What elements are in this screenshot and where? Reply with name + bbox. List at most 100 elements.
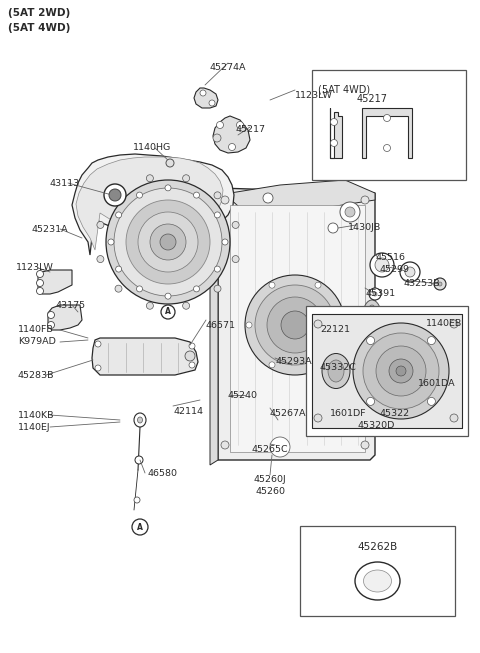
Circle shape [189,343,195,349]
Circle shape [115,192,122,199]
Text: 43175: 43175 [55,300,85,310]
Text: 1123LW: 1123LW [16,264,54,272]
Text: 43253B: 43253B [404,279,441,289]
Polygon shape [210,193,218,465]
Circle shape [200,90,206,96]
Circle shape [367,336,374,345]
Polygon shape [72,154,234,255]
Circle shape [361,196,369,204]
Circle shape [270,437,290,457]
Polygon shape [194,88,218,108]
Circle shape [370,253,394,277]
Circle shape [237,121,243,129]
Polygon shape [230,205,365,452]
Circle shape [150,224,186,260]
Polygon shape [92,338,198,375]
Text: 45265C: 45265C [252,445,288,453]
Text: 42114: 42114 [173,407,203,415]
Text: 1140EB: 1140EB [426,319,462,328]
Circle shape [109,189,121,201]
Text: 45260J: 45260J [253,475,287,485]
Circle shape [182,175,190,182]
Circle shape [384,144,391,151]
Ellipse shape [137,417,143,423]
Text: 45262B: 45262B [358,542,397,552]
Circle shape [214,192,221,199]
Text: 45516: 45516 [375,253,405,263]
Text: (5AT 4WD): (5AT 4WD) [8,23,71,33]
Polygon shape [330,108,342,158]
Circle shape [106,180,230,304]
Text: (5AT 4WD): (5AT 4WD) [318,84,370,94]
Circle shape [400,262,420,282]
Circle shape [160,234,176,250]
Circle shape [215,266,220,272]
Circle shape [146,302,154,310]
Circle shape [331,118,337,125]
Circle shape [367,398,374,406]
Circle shape [36,270,44,278]
Circle shape [373,292,377,296]
Text: 45283B: 45283B [18,370,55,379]
Circle shape [97,221,104,229]
Circle shape [281,311,309,339]
Circle shape [314,320,322,328]
Circle shape [315,282,321,288]
Circle shape [255,285,335,365]
Text: (5AT 2WD): (5AT 2WD) [8,8,70,18]
Text: 1140KB: 1140KB [18,411,55,419]
Circle shape [182,302,190,310]
Circle shape [328,223,338,233]
Circle shape [104,184,126,206]
Circle shape [97,255,104,263]
Text: 45293A: 45293A [275,357,312,366]
Circle shape [213,134,221,142]
Bar [312,70,466,180]
Circle shape [136,286,143,292]
Circle shape [384,114,391,121]
Circle shape [136,192,143,198]
Circle shape [132,519,148,535]
Text: 1140HG: 1140HG [133,142,171,151]
Circle shape [48,321,55,328]
Text: 45332C: 45332C [320,364,357,372]
Circle shape [108,239,114,245]
Text: 22121: 22121 [320,325,350,334]
Circle shape [135,456,143,464]
Text: 45217: 45217 [235,125,265,135]
Circle shape [427,398,435,406]
Ellipse shape [328,360,344,382]
Circle shape [165,185,171,191]
Text: 43113: 43113 [50,178,80,187]
Circle shape [331,140,337,146]
Circle shape [115,285,122,292]
Circle shape [389,359,413,383]
Circle shape [315,362,321,368]
Circle shape [450,320,458,328]
Circle shape [269,362,275,368]
Circle shape [375,258,389,272]
Circle shape [222,239,228,245]
Text: 45231A: 45231A [32,225,69,234]
Circle shape [165,293,171,299]
Text: 45320D: 45320D [358,421,396,430]
Circle shape [95,365,101,371]
Circle shape [36,287,44,295]
Circle shape [48,311,55,319]
Circle shape [166,159,174,167]
Text: 1430JB: 1430JB [348,223,381,232]
Circle shape [363,333,439,409]
Text: 1123LW: 1123LW [295,91,333,99]
Polygon shape [362,108,412,158]
Text: 45391: 45391 [365,289,395,298]
Circle shape [209,100,215,106]
Polygon shape [38,270,72,294]
Text: 1140EJ: 1140EJ [18,422,50,432]
Circle shape [450,414,458,422]
Circle shape [36,279,44,287]
Ellipse shape [363,300,381,330]
Text: A: A [165,308,171,317]
Circle shape [221,196,229,204]
Polygon shape [48,305,82,330]
Circle shape [345,207,355,217]
